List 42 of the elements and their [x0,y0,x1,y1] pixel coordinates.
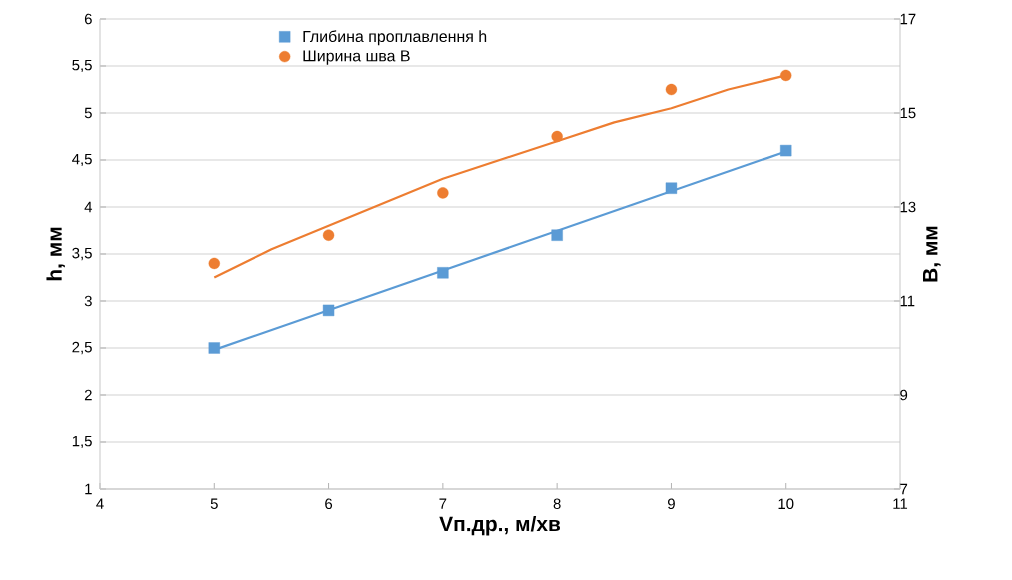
y2-tick-label: 11 [900,295,915,307]
y2-axis-title: B, мм [923,226,941,282]
x-tick-label: 10 [778,498,794,510]
point [780,144,792,157]
x-axis-title: Vп.др., м/хв [439,515,561,536]
point [780,69,792,82]
point [665,182,678,194]
y-tick-label: 2,5 [72,341,92,355]
x-tick-label: 5 [210,498,218,509]
y-tick-label: 4 [84,201,93,213]
y-tick-label: 3,5 [72,247,92,261]
y2-tick-label: 17 [900,13,916,25]
y-tick-label: 4,5 [72,153,92,167]
y-tick-label: 5,5 [72,59,92,73]
point [551,130,563,143]
point [208,342,220,354]
legend-label: Глибина проплавлення h [303,30,487,46]
y-tick-label: 5 [84,107,92,119]
y-tick-label: 3 [84,295,92,307]
x-tick-label: 6 [325,498,333,510]
point [551,229,563,241]
x-tick-label: 4 [96,498,104,509]
x-tick-label: 7 [439,498,447,509]
y-axis-title: h, мм [46,227,65,281]
y-tick-label: 6 [84,13,92,25]
y2-tick-label: 15 [900,107,916,119]
y-tick-label: 2 [84,389,92,401]
point [437,267,449,279]
y2-tick-label: 7 [900,483,908,495]
point [322,304,335,317]
point [665,83,678,96]
y-tick-label: 1,5 [72,435,92,449]
point [322,229,335,241]
x-tick-label: 9 [667,498,675,510]
point [208,257,220,270]
x-tick-label: 11 [893,498,908,509]
y2-tick-label: 9 [900,389,908,401]
y2-tick-label: 13 [900,201,916,213]
y-tick-label: 1 [85,483,92,495]
legend-label: Ширина шва B [303,50,410,65]
x-tick-label: 8 [553,498,561,510]
point [437,187,449,199]
